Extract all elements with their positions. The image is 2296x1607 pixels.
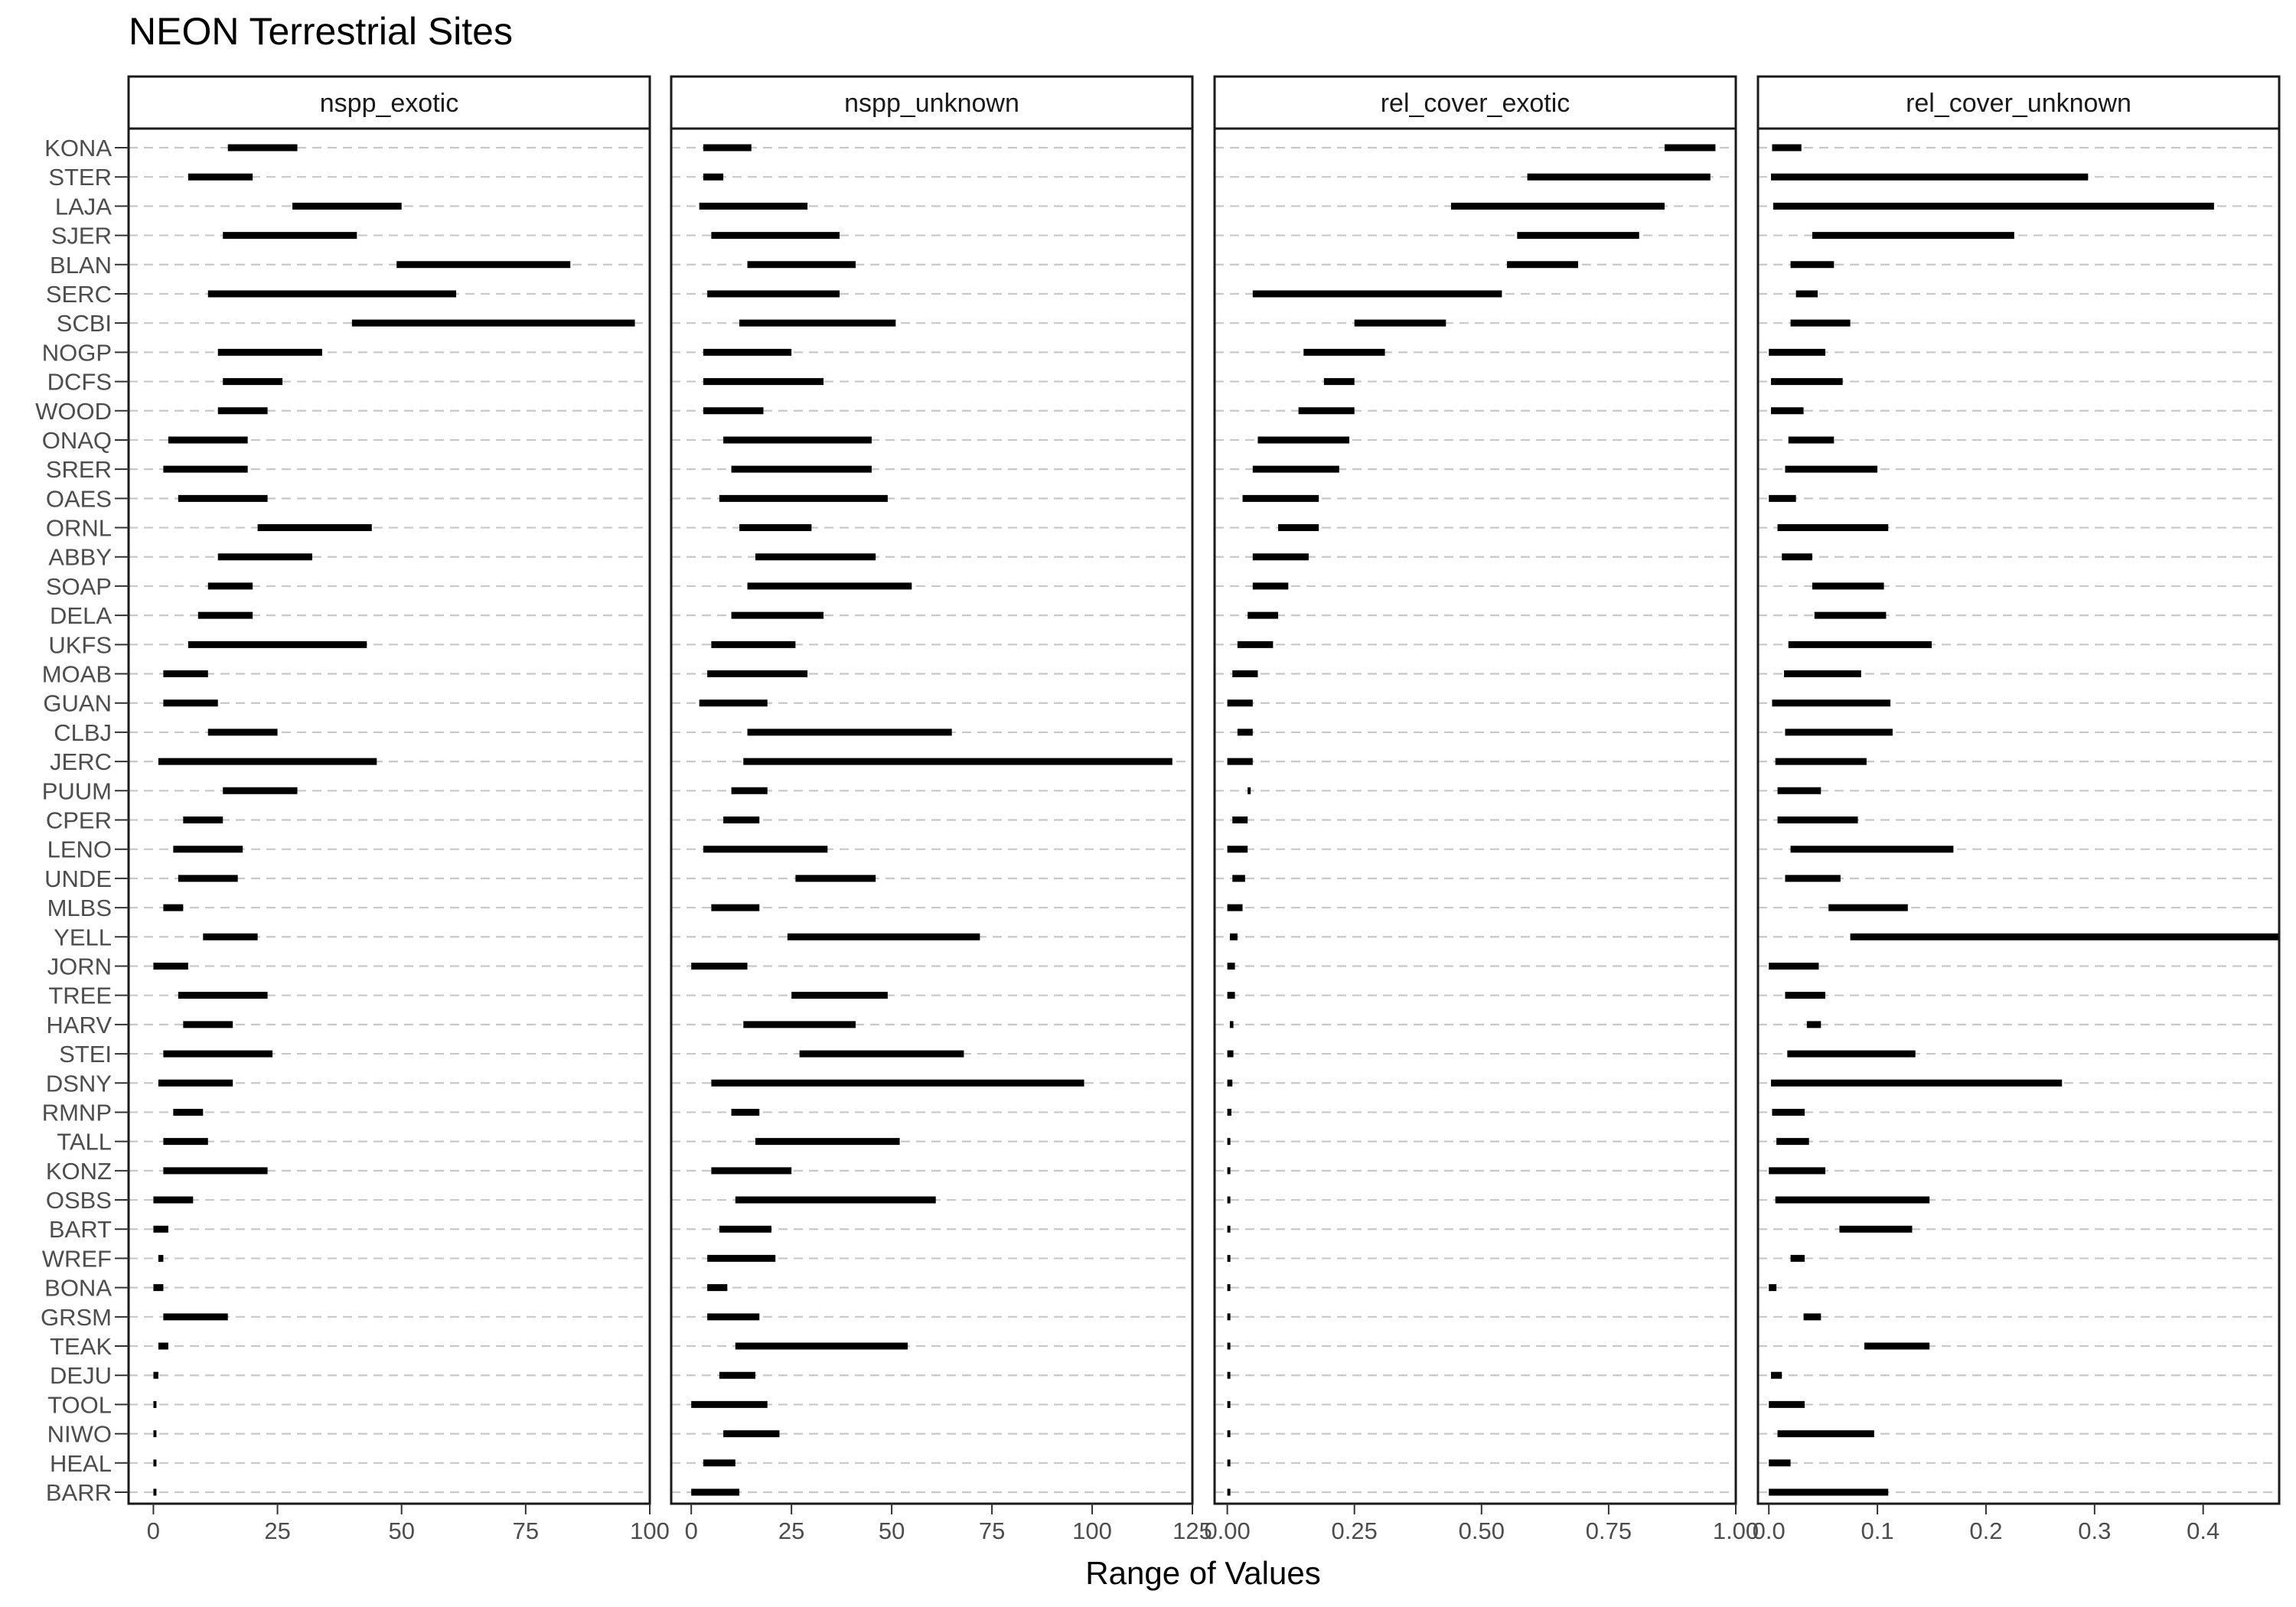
facet-strip-label: rel_cover_exotic [1381, 89, 1570, 118]
facet-strip [127, 75, 651, 130]
site-label: SJER [51, 223, 112, 249]
site-label: MOAB [42, 661, 112, 688]
site-label: KONZ [46, 1158, 112, 1185]
panels-layer: nspp_exotic 0 25 50 75 100 nspp_unknown 0 25 50 75… [127, 75, 2281, 1544]
x-tick-label: 25 [264, 1517, 290, 1544]
facet-strip-label: nspp_unknown [844, 89, 1019, 118]
x-tick-label: 100 [1072, 1517, 1112, 1544]
site-label: WOOD [35, 398, 112, 425]
x-tick-label: 0.25 [1332, 1517, 1378, 1544]
x-tick-label: 0.4 [2187, 1517, 2219, 1544]
site-label: JERC [50, 748, 112, 775]
site-label: MLBS [47, 895, 112, 921]
facet-strip-label: nspp_exotic [320, 89, 458, 118]
site-label: TOOL [47, 1391, 112, 1418]
site-label: CLBJ [54, 719, 112, 746]
x-tick-label: 50 [388, 1517, 414, 1544]
site-label: ONAQ [42, 427, 112, 454]
site-label: TREE [48, 983, 112, 1009]
site-label: BONA [44, 1275, 112, 1302]
facet-panel-nspp_unknown: nspp_unknown 0 25 50 75 100 125 [670, 75, 1212, 1544]
panel-border [670, 127, 1194, 1505]
site-label: BART [49, 1216, 112, 1243]
site-label: RMNP [42, 1099, 112, 1126]
facet-strip-label: rel_cover_unknown [1906, 89, 2131, 118]
site-label: KONA [44, 135, 112, 161]
facet-strip [1756, 75, 2281, 130]
site-label: DELA [50, 602, 112, 629]
site-label: ORNL [46, 515, 112, 542]
x-tick-label: 50 [879, 1517, 905, 1544]
site-label: SCBI [57, 310, 112, 337]
site-label: JORN [47, 953, 112, 980]
site-label: BLAN [50, 252, 112, 279]
site-label: TEAK [50, 1333, 112, 1360]
site-label: OAES [46, 485, 112, 512]
site-label: OSBS [46, 1187, 112, 1214]
x-axis-title: Range of Values [1085, 1555, 1320, 1591]
site-label: BARR [46, 1479, 112, 1506]
site-label: DEJU [50, 1362, 112, 1389]
x-tick-label: 0 [685, 1517, 698, 1544]
site-label: LAJA [55, 193, 112, 220]
x-tick-label: 100 [630, 1517, 670, 1544]
site-label: UKFS [48, 631, 112, 658]
site-label: PUUM [42, 777, 112, 804]
site-label: TALL [57, 1129, 112, 1156]
x-tick-label: 0 [147, 1517, 160, 1544]
x-tick-label: 0.3 [2078, 1517, 2111, 1544]
x-tick-label: 0.1 [1861, 1517, 1894, 1544]
site-label: GRSM [41, 1304, 112, 1331]
x-tick-label: 0.0 [1753, 1517, 1786, 1544]
x-tick-label: 75 [979, 1517, 1005, 1544]
site-label: SOAP [46, 573, 112, 600]
site-label: HEAL [50, 1450, 112, 1477]
facet-panel-rel_cover_unknown: rel_cover_unknown 0.0 0.1 0.2 0.3 0.4 [1753, 75, 2281, 1544]
site-label: YELL [54, 924, 112, 950]
site-label: SRER [46, 456, 112, 483]
panel-border [1756, 127, 2281, 1505]
site-label: NIWO [47, 1421, 112, 1448]
site-label: UNDE [44, 865, 112, 892]
x-tick-label: 0.50 [1459, 1517, 1505, 1544]
site-label: SERC [46, 281, 112, 308]
x-tick-label: 0.75 [1586, 1517, 1632, 1544]
facet-panel-rel_cover_exotic: rel_cover_exotic 0.00 0.25 0.50 0.75 1.00 [1204, 75, 1759, 1544]
x-tick-label: 125 [1172, 1517, 1212, 1544]
panel-border [127, 127, 651, 1505]
x-tick-label: 1.00 [1713, 1517, 1759, 1544]
x-tick-label: 25 [778, 1517, 804, 1544]
site-label: HARV [46, 1012, 112, 1038]
site-label: STER [48, 164, 112, 191]
facet-panel-nspp_exotic: nspp_exotic 0 25 50 75 100 [127, 75, 670, 1544]
x-tick-label: 0.2 [1969, 1517, 2002, 1544]
site-label: LENO [47, 836, 112, 863]
site-label: STEI [59, 1041, 112, 1068]
site-label: DSNY [46, 1070, 112, 1097]
site-label: CPER [46, 807, 112, 834]
x-tick-label: 75 [513, 1517, 539, 1544]
facet-strip [1213, 75, 1737, 130]
x-tick-label: 0.00 [1204, 1517, 1250, 1544]
site-label: ABBY [48, 544, 112, 571]
panel-border [1213, 127, 1737, 1505]
site-label: NOGP [42, 339, 112, 366]
site-label: GUAN [43, 690, 112, 717]
site-label: WREF [42, 1245, 112, 1272]
site-label: DCFS [47, 369, 112, 396]
chart-title: NEON Terrestrial Sites [129, 10, 513, 53]
